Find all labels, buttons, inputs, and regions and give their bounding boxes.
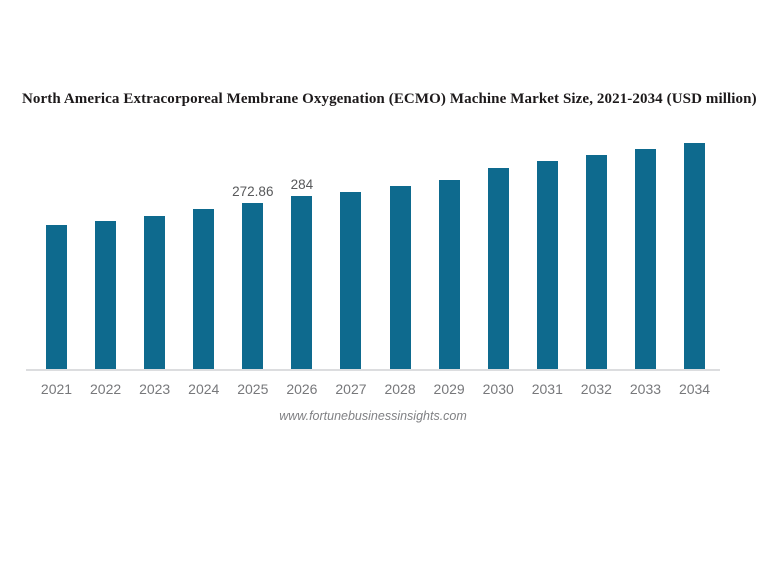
x-axis-ticks: 2021 2022 2023 2024 2025 2026 2027 2028 2029 2030…	[26, 381, 720, 401]
bar-2021	[46, 225, 67, 369]
x-tick-2024: 2024	[188, 381, 220, 397]
x-tick-2034: 2034	[678, 381, 711, 397]
bar-2025	[242, 203, 264, 369]
bar-2026	[291, 196, 313, 369]
chart-title: North America Extracorporeal Membrane Ox…	[22, 91, 757, 107]
bar-2024	[193, 209, 215, 369]
data-label-2025: 272.86	[232, 184, 274, 199]
x-tick-2027: 2027	[335, 381, 367, 397]
bar-2034	[684, 143, 706, 369]
x-tick-2032: 2032	[580, 381, 612, 397]
bar-2030	[487, 168, 509, 369]
x-tick-2031: 2031	[531, 381, 563, 397]
x-tick-2021: 2021	[40, 381, 73, 397]
source-watermark: www.fortunebusinessinsights.com	[279, 409, 467, 423]
bar-2023	[144, 216, 166, 369]
x-tick-2022: 2022	[90, 381, 122, 397]
x-tick-2030: 2030	[482, 381, 514, 397]
bar-2029	[438, 180, 460, 369]
bar-2028	[389, 186, 411, 369]
bar-2031	[536, 161, 558, 369]
x-tick-2023: 2023	[139, 381, 171, 397]
bar-2027	[340, 192, 362, 369]
data-label-2026: 284	[290, 177, 314, 192]
bar-2032	[585, 155, 607, 369]
x-tick-2028: 2028	[384, 381, 416, 397]
x-tick-2033: 2033	[629, 381, 662, 397]
bar-2022	[95, 221, 117, 369]
x-tick-2029: 2029	[433, 381, 465, 397]
x-tick-2026: 2026	[286, 381, 318, 397]
x-axis-line	[26, 369, 720, 371]
bar-2033	[634, 149, 656, 369]
bar-series: 272.86 284	[26, 136, 720, 369]
x-tick-2025: 2025	[237, 381, 269, 397]
